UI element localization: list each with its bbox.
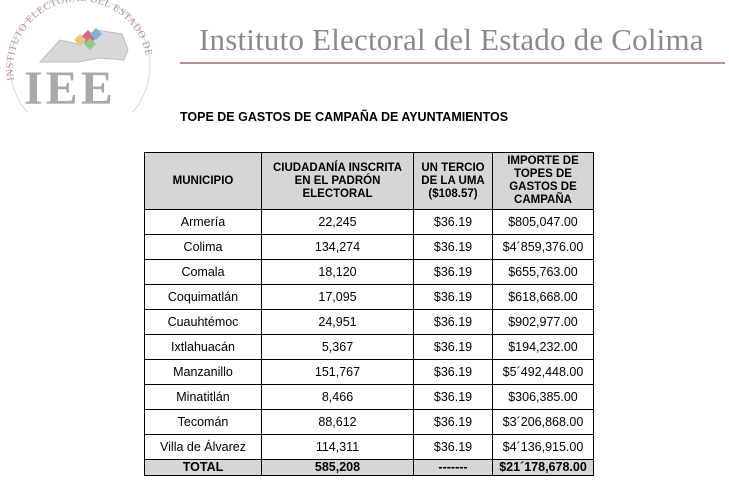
cell-importe: $306,385.00 (492, 384, 594, 410)
cell-municipio: Ixtlahuacán (144, 334, 262, 360)
logo-text: IEE (24, 62, 116, 112)
campaign-spending-table: MUNICIPIO CIUDADANÍA INSCRITA EN EL PADR… (144, 152, 594, 476)
table-header-row: MUNICIPIO CIUDADANÍA INSCRITA EN EL PADR… (144, 152, 594, 210)
table-row: Cuauhtémoc 24,951 $36.19 $902,977.00 (144, 309, 594, 335)
cell-importe: $4´859,376.00 (492, 234, 594, 260)
cell-ciudadania: 24,951 (261, 309, 414, 335)
cell-importe: $902,977.00 (492, 309, 594, 335)
header-divider (180, 62, 725, 64)
cell-ciudadania: 134,274 (261, 234, 414, 260)
table-row: Coquimatlán 17,095 $36.19 $618,668.00 (144, 284, 594, 310)
total-label: TOTAL (144, 459, 262, 476)
cell-uma: $36.19 (413, 259, 493, 285)
cell-ciudadania: 151,767 (261, 359, 414, 385)
column-header-municipio: MUNICIPIO (144, 152, 262, 210)
table-row: Ixtlahuacán 5,367 $36.19 $194,232.00 (144, 334, 594, 360)
total-ciudadania: 585,208 (261, 459, 414, 476)
cell-importe: $5´492,448.00 (492, 359, 594, 385)
cell-uma: $36.19 (413, 234, 493, 260)
cell-municipio: Comala (144, 259, 262, 285)
cell-ciudadania: 22,245 (261, 209, 414, 235)
cell-municipio: Tecomán (144, 409, 262, 435)
cell-ciudadania: 88,612 (261, 409, 414, 435)
cell-ciudadania: 5,367 (261, 334, 414, 360)
cell-uma: $36.19 (413, 309, 493, 335)
cell-municipio: Villa de Álvarez (144, 434, 262, 460)
table-row: Armería 22,245 $36.19 $805,047.00 (144, 209, 594, 235)
cell-uma: $36.19 (413, 434, 493, 460)
table-row: Tecomán 88,612 $36.19 $3´206,868.00 (144, 409, 594, 435)
total-importe: $21´178,678.00 (492, 459, 594, 476)
cell-ciudadania: 17,095 (261, 284, 414, 310)
total-row: TOTAL 585,208 ------- $21´178,678.00 (144, 459, 594, 476)
cell-municipio: Minatitlán (144, 384, 262, 410)
table-row: Manzanillo 151,767 $36.19 $5´492,448.00 (144, 359, 594, 385)
cell-uma: $36.19 (413, 409, 493, 435)
column-header-ciudadania: CIUDADANÍA INSCRITA EN EL PADRÓN ELECTOR… (261, 152, 414, 210)
table-row: Comala 18,120 $36.19 $655,763.00 (144, 259, 594, 285)
cell-uma: $36.19 (413, 334, 493, 360)
iee-logo: INSTITUTO ELECTORAL DEL ESTADO DE COLIMA… (0, 0, 160, 137)
cell-municipio: Cuauhtémoc (144, 309, 262, 335)
cell-importe: $4´136,915.00 (492, 434, 594, 460)
cell-importe: $194,232.00 (492, 334, 594, 360)
cell-importe: $655,763.00 (492, 259, 594, 285)
cell-municipio: Armería (144, 209, 262, 235)
cell-importe: $805,047.00 (492, 209, 594, 235)
document-title: TOPE DE GASTOS DE CAMPAÑA DE AYUNTAMIENT… (180, 110, 509, 124)
cell-uma: $36.19 (413, 359, 493, 385)
cell-municipio: Colima (144, 234, 262, 260)
cell-importe: $618,668.00 (492, 284, 594, 310)
institute-name: Instituto Electoral del Estado de Colima (199, 22, 704, 57)
cell-ciudadania: 8,466 (261, 384, 414, 410)
cell-ciudadania: 114,311 (261, 434, 414, 460)
column-header-importe: IMPORTE DE TOPES DE GASTOS DE CAMPAÑA (492, 152, 594, 210)
cell-uma: $36.19 (413, 209, 493, 235)
cell-uma: $36.19 (413, 384, 493, 410)
total-uma: ------- (413, 459, 493, 476)
cell-municipio: Manzanillo (144, 359, 262, 385)
table-row: Villa de Álvarez 114,311 $36.19 $4´136,9… (144, 434, 594, 460)
cell-importe: $3´206,868.00 (492, 409, 594, 435)
cell-uma: $36.19 (413, 284, 493, 310)
cell-municipio: Coquimatlán (144, 284, 262, 310)
column-header-uma: UN TERCIO DE LA UMA ($108.57) (413, 152, 493, 210)
table-row: Minatitlán 8,466 $36.19 $306,385.00 (144, 384, 594, 410)
table-row: Colima 134,274 $36.19 $4´859,376.00 (144, 234, 594, 260)
cell-ciudadania: 18,120 (261, 259, 414, 285)
